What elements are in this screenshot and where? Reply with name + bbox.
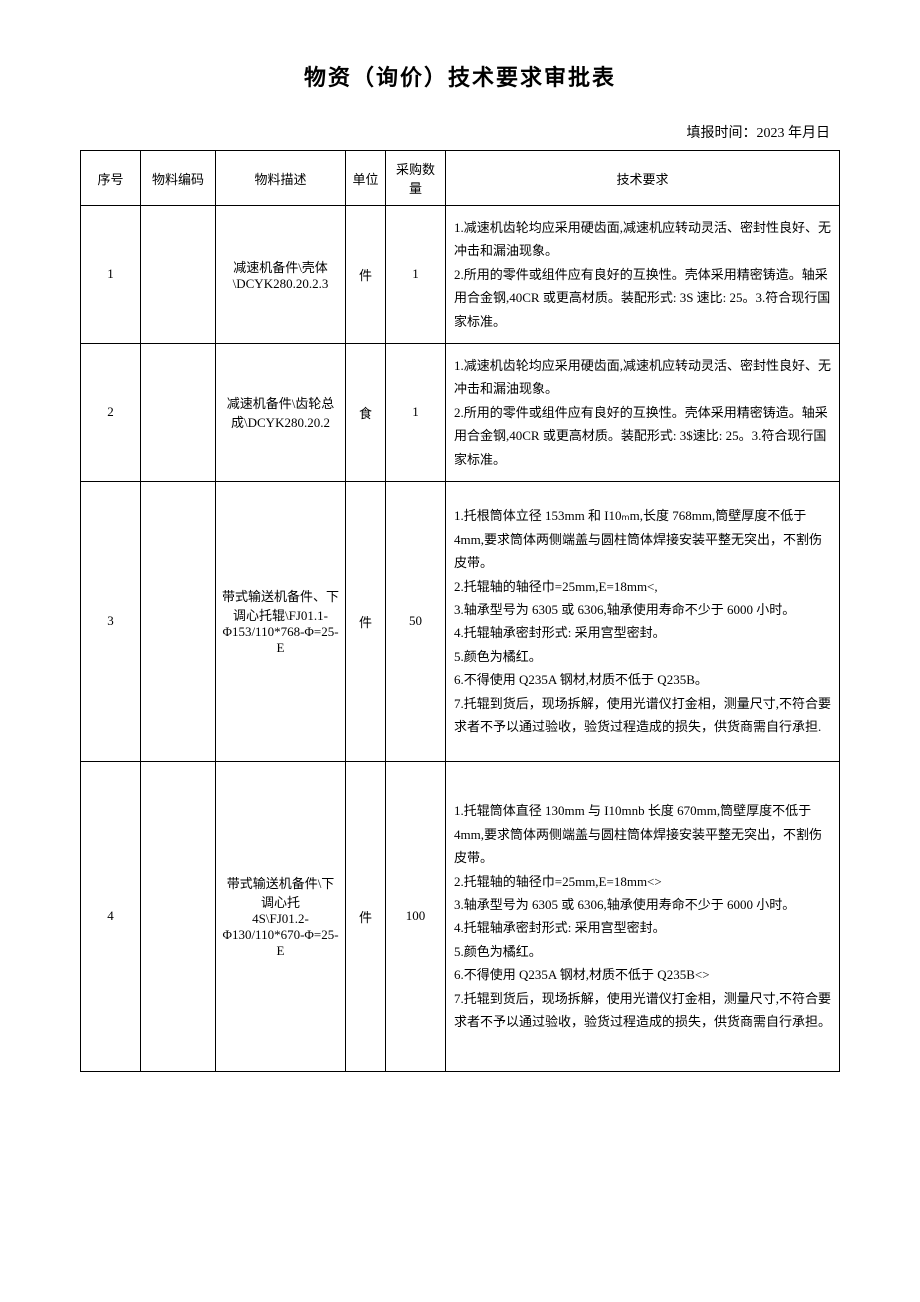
cell-qty: 1 <box>386 206 446 344</box>
cell-desc: 带式输送机备件、下调心托辊\FJ01.1-Φ153/110*768-Φ=25-E <box>216 481 346 761</box>
header-req: 技术要求 <box>446 151 840 206</box>
cell-desc: 带式输送机备件\下调心托4S\FJ01.2-Φ130/110*670-Φ=25-… <box>216 761 346 1071</box>
header-code: 物料编码 <box>141 151 216 206</box>
table-row: 3 带式输送机备件、下调心托辊\FJ01.1-Φ153/110*768-Φ=25… <box>81 481 840 761</box>
cell-req: 1.减速机齿轮均应采用硬齿面,减速机应转动灵活、密封性良好、无冲击和漏油现象。2… <box>446 206 840 344</box>
cell-unit: 食 <box>346 343 386 481</box>
cell-seq: 2 <box>81 343 141 481</box>
table-row: 1 减速机备件\壳体\DCYK280.20.2.3 件 1 1.减速机齿轮均应采… <box>81 206 840 344</box>
cell-seq: 4 <box>81 761 141 1071</box>
cell-code <box>141 761 216 1071</box>
approval-table: 序号 物料编码 物料描述 单位 采购数量 技术要求 1 减速机备件\壳体\DCY… <box>80 150 840 1072</box>
header-seq: 序号 <box>81 151 141 206</box>
cell-seq: 3 <box>81 481 141 761</box>
cell-req: 1.减速机齿轮均应采用硬齿面,减速机应转动灵活、密封性良好、无冲击和漏油现象。2… <box>446 343 840 481</box>
report-time: 填报时间：2023 年月日 <box>80 122 840 142</box>
report-time-value: 2023 年月日 <box>757 126 831 141</box>
cell-unit: 件 <box>346 481 386 761</box>
cell-desc: 减速机备件\壳体\DCYK280.20.2.3 <box>216 206 346 344</box>
table-header-row: 序号 物料编码 物料描述 单位 采购数量 技术要求 <box>81 151 840 206</box>
cell-qty: 50 <box>386 481 446 761</box>
cell-qty: 100 <box>386 761 446 1071</box>
cell-code <box>141 481 216 761</box>
header-unit: 单位 <box>346 151 386 206</box>
cell-seq: 1 <box>81 206 141 344</box>
cell-unit: 件 <box>346 761 386 1071</box>
header-qty: 采购数量 <box>386 151 446 206</box>
cell-code <box>141 343 216 481</box>
cell-unit: 件 <box>346 206 386 344</box>
table-row: 4 带式输送机备件\下调心托4S\FJ01.2-Φ130/110*670-Φ=2… <box>81 761 840 1071</box>
cell-req: 1.托根筒体立径 153mm 和 I10ₘm,长度 768mm,筒壁厚度不低于 … <box>446 481 840 761</box>
report-time-label: 填报时间： <box>687 126 757 141</box>
header-desc: 物料描述 <box>216 151 346 206</box>
cell-desc: 减速机备件\齿轮总成\DCYK280.20.2 <box>216 343 346 481</box>
cell-code <box>141 206 216 344</box>
page-title: 物资（询价）技术要求审批表 <box>80 60 840 92</box>
cell-req: 1.托辊筒体直径 130mm 与 I10mnb 长度 670mm,筒壁厚度不低于… <box>446 761 840 1071</box>
cell-qty: 1 <box>386 343 446 481</box>
table-row: 2 减速机备件\齿轮总成\DCYK280.20.2 食 1 1.减速机齿轮均应采… <box>81 343 840 481</box>
